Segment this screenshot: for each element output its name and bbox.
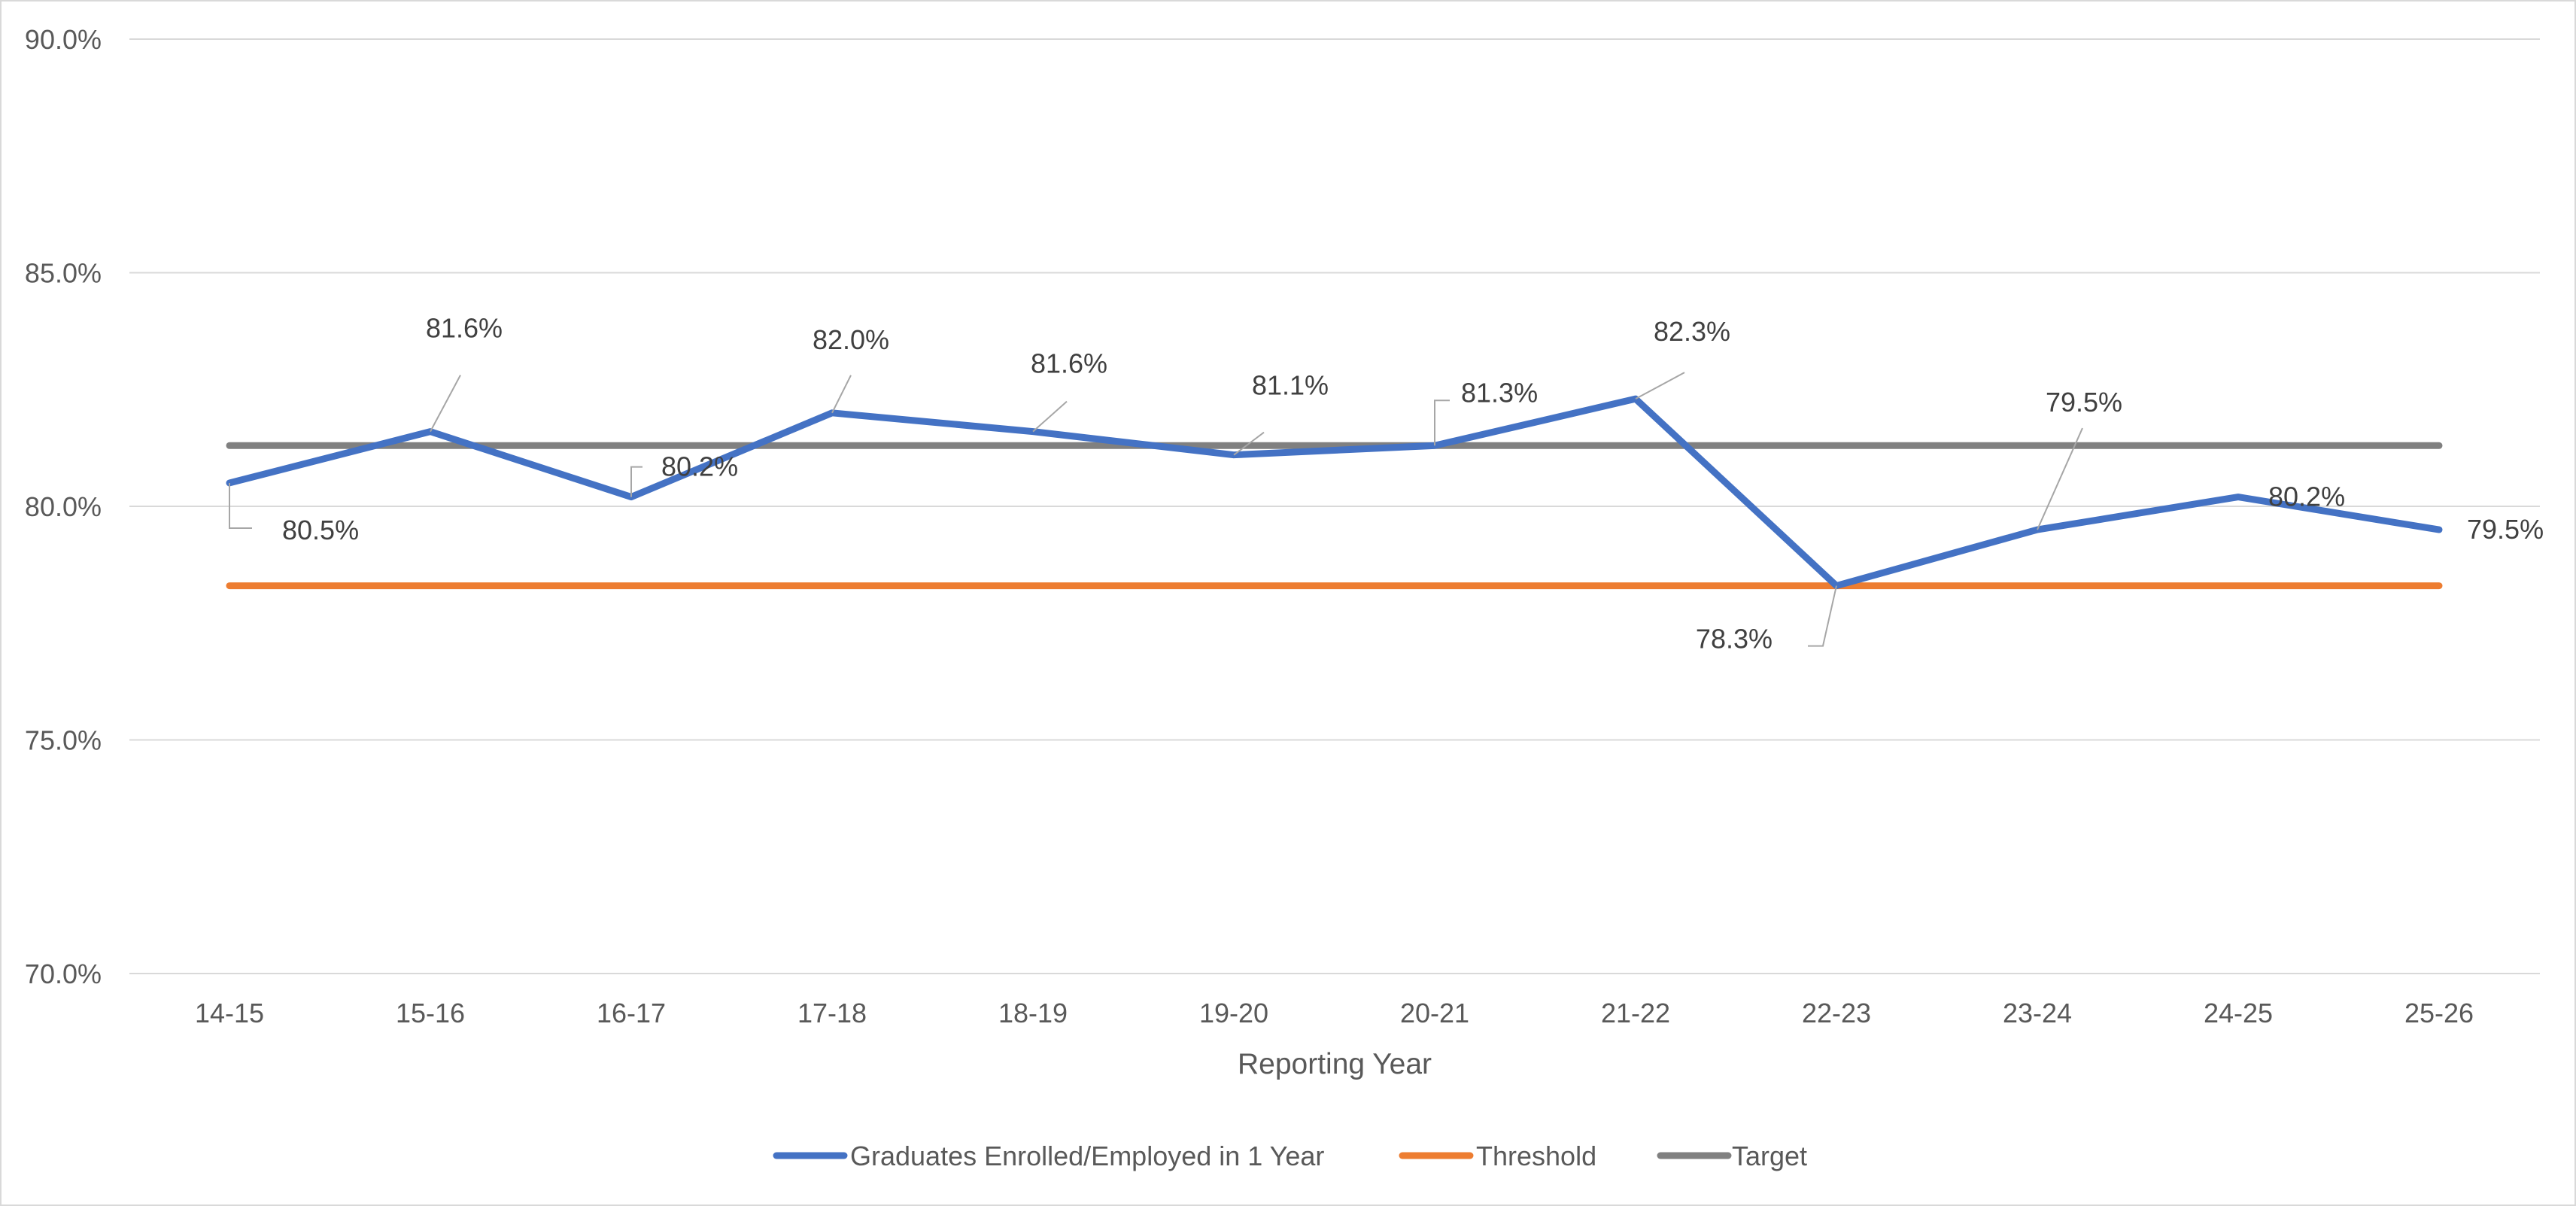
data-label-leader: [1434, 399, 1450, 446]
data-label-leader: [630, 466, 642, 497]
x-tick-label: 20-21: [1400, 998, 1469, 1028]
data-label-leader: [430, 375, 461, 433]
series-lines: [226, 395, 2443, 590]
x-tick-label: 14-15: [195, 998, 264, 1028]
x-tick-label: 23-24: [2003, 998, 2072, 1028]
data-label: 81.1%: [1252, 370, 1329, 401]
data-label: 81.6%: [1031, 348, 1107, 379]
series-line-0: [226, 395, 2443, 590]
x-tick-label: 16-17: [597, 998, 666, 1028]
x-tick-label: 24-25: [2204, 998, 2273, 1028]
y-tick-label: 90.0%: [25, 24, 102, 55]
data-label: 79.5%: [2046, 387, 2122, 418]
legend: Graduates Enrolled/Employed in 1 Year Thr…: [773, 1141, 1807, 1171]
y-tick-label: 70.0%: [25, 958, 102, 989]
x-tick-label: 15-16: [396, 998, 465, 1028]
gridlines: [129, 38, 2540, 974]
x-axis-title: Reporting Year: [1238, 1048, 1432, 1080]
legend-label: Threshold: [1476, 1141, 1596, 1171]
data-label: 79.5%: [2467, 514, 2544, 545]
data-label: 81.6%: [426, 313, 503, 344]
x-tick-label: 25-26: [2404, 998, 2474, 1028]
data-label: 78.3%: [1696, 624, 1773, 655]
legend-item: Target: [1657, 1141, 1807, 1171]
legend-item: Graduates Enrolled/Employed in 1 Year: [773, 1141, 1324, 1171]
data-label: 81.3%: [1461, 377, 1538, 408]
x-tick-label: 17-18: [797, 998, 867, 1028]
data-label: 80.2%: [661, 451, 738, 482]
data-label: 82.0%: [813, 324, 889, 355]
x-tick-label: 22-23: [1802, 998, 1871, 1028]
x-tick-label: 18-19: [998, 998, 1068, 1028]
data-label-leaders: [229, 372, 2083, 647]
y-tick-label: 80.0%: [25, 491, 102, 522]
data-label: 80.5%: [282, 515, 359, 545]
data-label-leader: [1808, 585, 1837, 647]
y-tick-label: 75.0%: [25, 725, 102, 756]
legend-item: Threshold: [1399, 1141, 1596, 1171]
legend-label: Graduates Enrolled/Employed in 1 Year: [850, 1141, 1324, 1171]
y-axis-tick-labels: 70.0% 75.0% 80.0% 85.0% 90.0%: [25, 24, 102, 989]
data-labels: 80.5% 81.6% 80.2% 82.0% 81.6% 81.1% 81.3% 82.3%…: [282, 313, 2544, 655]
legend-label: Target: [1732, 1141, 1807, 1171]
y-tick-label: 85.0%: [25, 258, 102, 289]
data-label-leader: [1233, 431, 1265, 456]
data-label-leader: [1032, 400, 1068, 433]
x-tick-label: 21-22: [1601, 998, 1670, 1028]
data-label: 82.3%: [1654, 316, 1730, 347]
data-label-leader: [229, 482, 252, 529]
x-axis-tick-labels: 14-15 15-16 16-17 17-18 18-19 19-20 20-21 21-22…: [195, 998, 2474, 1028]
data-label-leader: [1635, 372, 1685, 400]
x-tick-label: 19-20: [1199, 998, 1268, 1028]
data-label-leader: [831, 375, 852, 414]
data-label: 80.2%: [2268, 481, 2345, 512]
data-label-leader: [2037, 427, 2083, 530]
